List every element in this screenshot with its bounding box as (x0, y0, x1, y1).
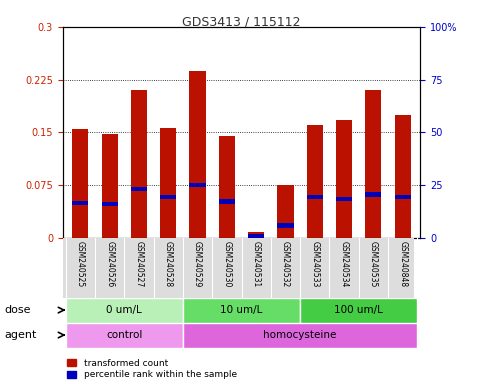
Bar (131, 187, 147, 191)
Text: GSM240531: GSM240531 (252, 241, 261, 287)
Text: GSM240532: GSM240532 (281, 241, 290, 287)
Bar (395, 115, 411, 238)
Bar (219, 199, 235, 204)
Text: homocysteine: homocysteine (263, 330, 337, 340)
Bar (300, 298, 417, 323)
Bar (66, 323, 183, 348)
Text: dose: dose (5, 305, 31, 315)
Text: agent: agent (5, 330, 37, 340)
Bar (183, 298, 300, 323)
Text: GSM240848: GSM240848 (398, 241, 407, 287)
Text: GSM240529: GSM240529 (193, 241, 202, 287)
Bar (365, 90, 382, 238)
Bar (160, 127, 176, 238)
Text: GSM240530: GSM240530 (222, 241, 231, 288)
Bar (189, 183, 206, 187)
Bar (72, 129, 88, 238)
Bar (131, 90, 147, 238)
Bar (365, 192, 382, 197)
Text: GSM240533: GSM240533 (310, 241, 319, 288)
Text: 10 um/L: 10 um/L (220, 305, 263, 315)
Bar (72, 201, 88, 205)
Text: GSM240526: GSM240526 (105, 241, 114, 287)
Text: GSM240527: GSM240527 (134, 241, 143, 287)
Bar (336, 120, 352, 238)
Text: GSM240534: GSM240534 (340, 241, 349, 288)
Bar (101, 134, 118, 238)
Bar (66, 298, 183, 323)
Text: GDS3413 / 115112: GDS3413 / 115112 (182, 15, 301, 28)
Bar (160, 195, 176, 199)
Bar (189, 71, 206, 238)
Bar (395, 195, 411, 199)
Bar (248, 232, 264, 238)
Bar (277, 185, 294, 238)
Bar (307, 126, 323, 238)
Bar (101, 202, 118, 207)
Text: control: control (106, 330, 142, 340)
Bar (307, 195, 323, 199)
Text: GSM240535: GSM240535 (369, 241, 378, 288)
Text: 100 um/L: 100 um/L (334, 305, 383, 315)
Bar (277, 223, 294, 227)
Text: 0 um/L: 0 um/L (106, 305, 142, 315)
Text: GSM240525: GSM240525 (76, 241, 85, 287)
Bar (248, 234, 264, 238)
Bar (336, 197, 352, 202)
Bar (183, 323, 417, 348)
Bar (219, 136, 235, 238)
Legend: transformed count, percentile rank within the sample: transformed count, percentile rank withi… (67, 359, 237, 379)
Text: GSM240528: GSM240528 (164, 241, 173, 287)
